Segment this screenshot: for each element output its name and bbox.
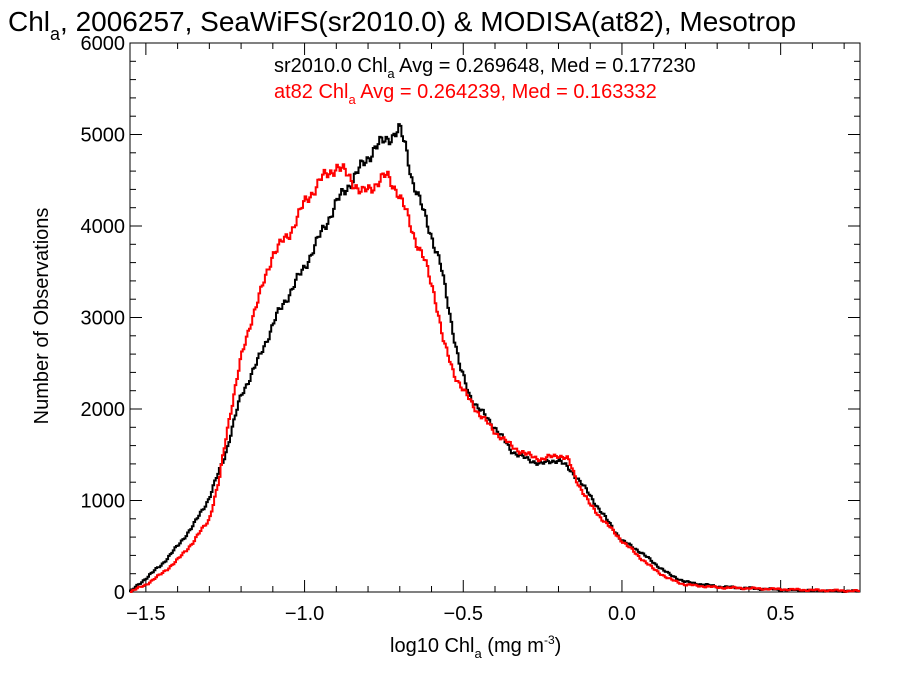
- y-tick-label: 3000: [81, 308, 126, 330]
- y-tick-label: 4000: [81, 216, 126, 238]
- y-tick-label: 0: [114, 582, 125, 604]
- series-layer: [129, 123, 860, 593]
- axis-ticks: [130, 42, 860, 593]
- x-tick-label: 0.0: [608, 603, 636, 625]
- chart-title: Chla, 2006257, SeaWiFS(sr2010.0) & MODIS…: [8, 6, 796, 44]
- x-tick-label: −0.5: [444, 603, 483, 625]
- y-tick-label: 5000: [81, 125, 126, 147]
- y-tick-label: 6000: [81, 33, 126, 55]
- x-axis-label: log10 Chla (mg m-3): [390, 633, 561, 661]
- y-axis-label: Number of Observations: [31, 208, 53, 425]
- series-line-at82: [130, 163, 860, 593]
- legend-stat-sr2010: sr2010.0 Chla Avg = 0.269648, Med = 0.17…: [274, 55, 696, 81]
- x-tick-label: −1.0: [285, 603, 324, 625]
- x-tick-label: −1.5: [126, 603, 165, 625]
- x-tick-label: 0.5: [767, 603, 795, 625]
- y-tick-labels: 0 1000 2000 3000 4000 5000 6000: [81, 33, 126, 604]
- y-tick-label: 2000: [81, 399, 126, 421]
- y-tick-label: 1000: [81, 491, 126, 513]
- x-tick-labels: −1.5 −1.0 −0.5 0.0 0.5: [126, 603, 794, 625]
- legend-stat-at82: at82 Chla Avg = 0.264239, Med = 0.163332: [274, 81, 657, 107]
